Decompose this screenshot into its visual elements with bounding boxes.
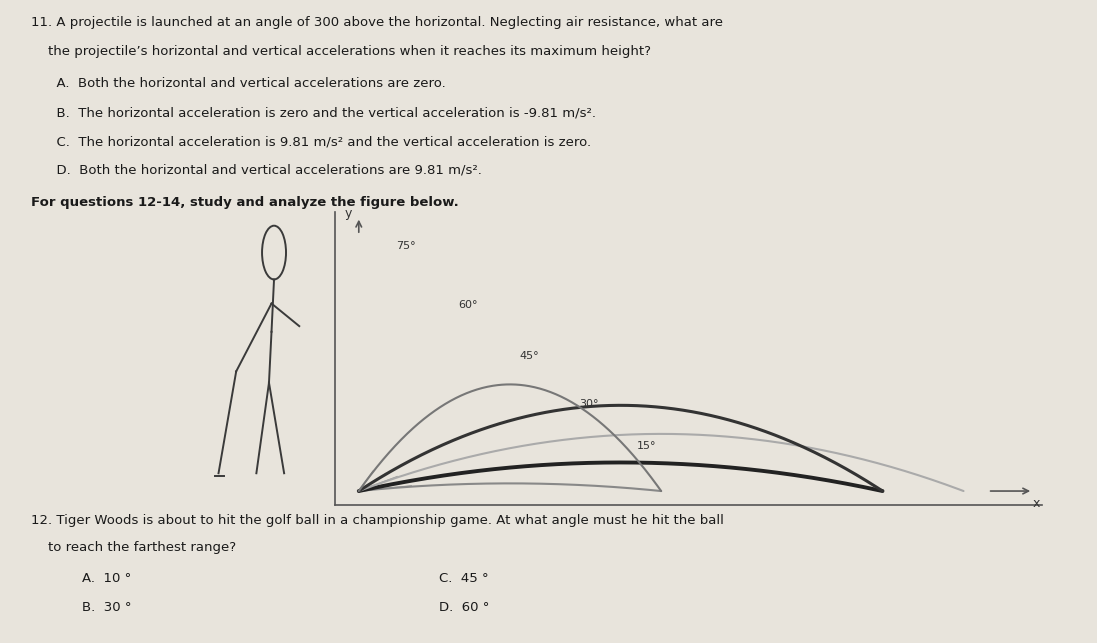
- Text: 12. Tiger Woods is about to hit the golf ball in a championship game. At what an: 12. Tiger Woods is about to hit the golf…: [31, 514, 724, 527]
- Text: C.  The horizontal acceleration is 9.81 m/s² and the vertical acceleration is ze: C. The horizontal acceleration is 9.81 m…: [31, 135, 591, 148]
- Text: 30°: 30°: [579, 399, 599, 409]
- Text: to reach the farthest range?: to reach the farthest range?: [31, 541, 236, 554]
- Text: C.  45 °: C. 45 °: [439, 572, 488, 585]
- Text: x: x: [1032, 497, 1040, 510]
- Text: D.  Both the horizontal and vertical accelerations are 9.81 m/s².: D. Both the horizontal and vertical acce…: [31, 164, 482, 177]
- Text: 60°: 60°: [459, 300, 478, 311]
- Text: A.  10 °: A. 10 °: [82, 572, 132, 585]
- Text: y: y: [344, 207, 351, 220]
- Text: the projectile’s horizontal and vertical accelerations when it reaches its maxim: the projectile’s horizontal and vertical…: [31, 45, 651, 58]
- Text: D.  60 °: D. 60 °: [439, 601, 489, 614]
- Text: 75°: 75°: [396, 241, 416, 251]
- Text: 45°: 45°: [519, 351, 539, 361]
- Text: A.  Both the horizontal and vertical accelerations are zero.: A. Both the horizontal and vertical acce…: [31, 77, 445, 90]
- Text: 15°: 15°: [637, 441, 656, 451]
- Text: 11. A projectile is launched at an angle of 300 above the horizontal. Neglecting: 11. A projectile is launched at an angle…: [31, 16, 723, 29]
- Text: For questions 12-14, study and analyze the figure below.: For questions 12-14, study and analyze t…: [31, 196, 459, 209]
- Text: B.  The horizontal acceleration is zero and the vertical acceleration is -9.81 m: B. The horizontal acceleration is zero a…: [31, 106, 596, 119]
- Text: B.  30 °: B. 30 °: [82, 601, 132, 614]
